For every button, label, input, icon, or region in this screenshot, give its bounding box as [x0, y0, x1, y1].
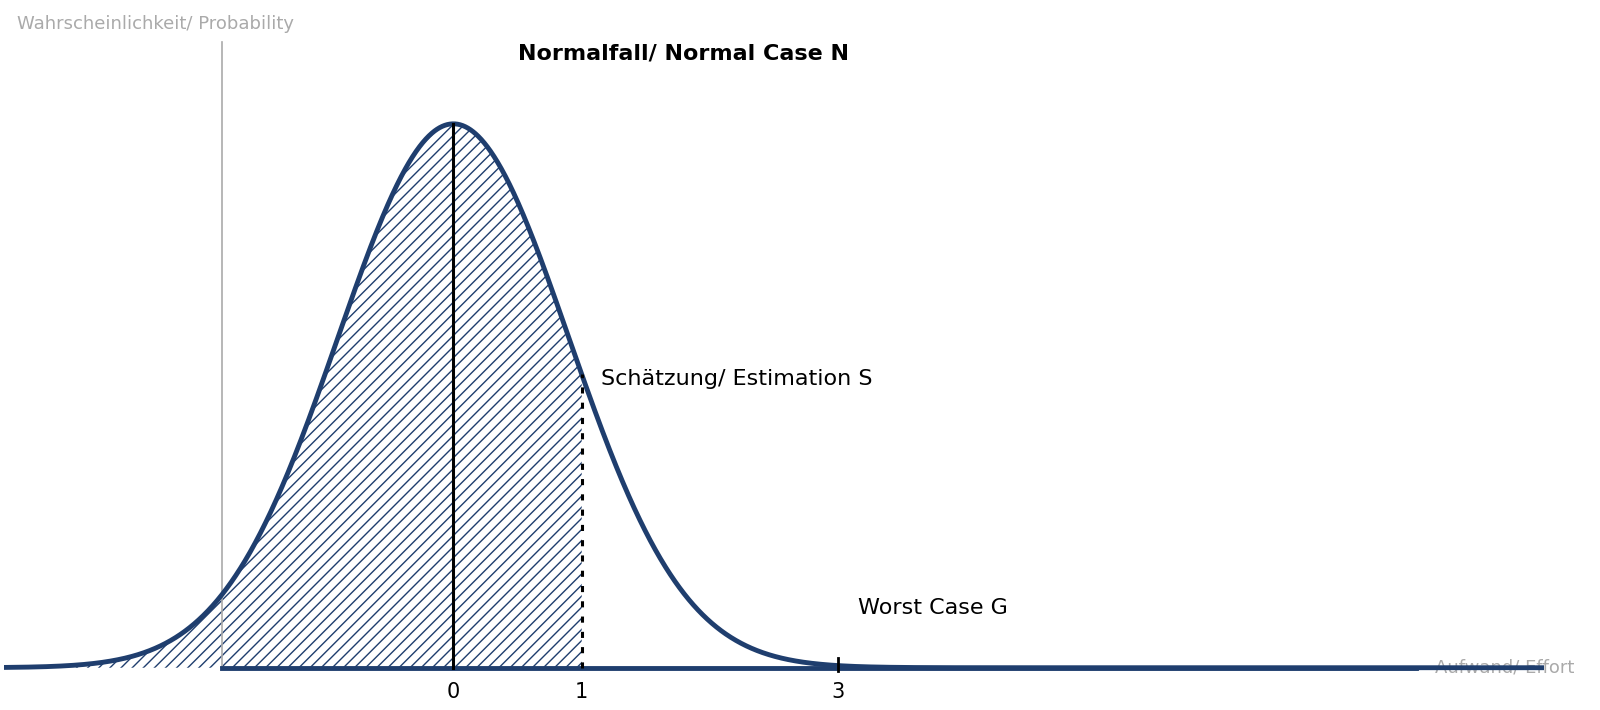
Text: 1: 1: [574, 682, 589, 702]
Text: Worst Case G: Worst Case G: [858, 598, 1008, 618]
Text: 3: 3: [832, 682, 845, 702]
Text: Schätzung/ Estimation S: Schätzung/ Estimation S: [602, 369, 872, 390]
Text: Normalfall/ Normal Case N: Normalfall/ Normal Case N: [517, 43, 848, 63]
Text: Wahrscheinlichkeit/ Probability: Wahrscheinlichkeit/ Probability: [18, 15, 294, 33]
Text: Aufwand/ Effort: Aufwand/ Effort: [1435, 659, 1574, 677]
Text: 0: 0: [446, 682, 459, 702]
